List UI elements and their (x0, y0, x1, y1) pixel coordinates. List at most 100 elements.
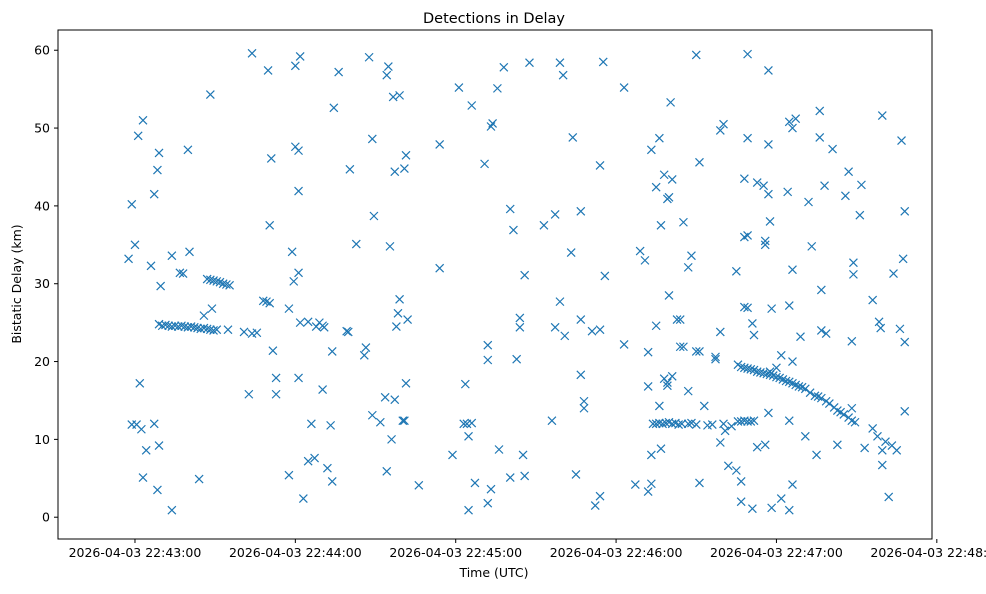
data-point (266, 153, 276, 163)
data-point (525, 58, 534, 68)
data-point (646, 145, 656, 155)
data-point (318, 385, 328, 394)
data-point (294, 268, 303, 278)
data-point (398, 416, 408, 426)
data-point (157, 321, 167, 331)
data-point (550, 322, 560, 332)
data-point (303, 456, 313, 466)
data-point (212, 276, 222, 286)
data-point (715, 327, 725, 337)
data-point (395, 90, 405, 100)
data-point (687, 418, 696, 428)
data-point (403, 315, 413, 324)
data-point (141, 445, 151, 455)
data-point (518, 450, 528, 460)
data-point (897, 136, 906, 145)
data-point (351, 239, 361, 249)
data-point (385, 241, 395, 251)
data-point (691, 50, 701, 60)
data-point (664, 290, 674, 300)
data-point (287, 247, 297, 257)
data-point (576, 370, 586, 380)
data-point (760, 236, 770, 246)
data-point (435, 263, 445, 273)
data-point (752, 442, 762, 452)
data-point (258, 296, 268, 306)
data-point (900, 337, 910, 347)
data-point (840, 191, 850, 201)
data-point (284, 304, 294, 314)
data-point (178, 269, 188, 279)
data-point (550, 210, 560, 219)
data-point (136, 424, 146, 434)
data-point (284, 470, 294, 480)
data-point (494, 445, 504, 454)
data-point (205, 90, 215, 100)
data-point (720, 426, 730, 436)
data-point (691, 347, 701, 356)
data-point (319, 322, 329, 332)
data-point (892, 445, 902, 455)
data-point (138, 473, 148, 482)
data-point (731, 466, 741, 475)
data-point (555, 58, 565, 68)
data-point (736, 497, 746, 507)
data-point (855, 210, 865, 220)
data-point (898, 254, 908, 264)
data-point (343, 327, 353, 337)
data-point (674, 420, 684, 430)
data-point (303, 317, 313, 327)
data-point (244, 389, 254, 399)
data-point (225, 280, 235, 290)
data-point (815, 106, 825, 116)
data-point (520, 270, 530, 280)
data-point (828, 144, 837, 154)
data-point (149, 189, 159, 199)
data-point (183, 145, 193, 155)
data-point (800, 431, 810, 441)
data-point (691, 420, 701, 430)
data-point (788, 265, 797, 275)
data-point (675, 315, 685, 324)
data-point (595, 325, 605, 335)
data-point (146, 261, 156, 271)
data-point (193, 323, 202, 333)
data-point (327, 347, 337, 356)
data-point (167, 505, 177, 515)
data-point (767, 503, 777, 513)
data-point (877, 111, 887, 121)
data-point (877, 460, 887, 470)
data-point (345, 164, 355, 174)
data-point (662, 381, 672, 391)
data-point (820, 181, 829, 191)
y-tick-label: 50 (34, 121, 50, 136)
x-tick-label: 2026-04-03 22:47:00 (710, 545, 843, 560)
data-point (263, 66, 273, 75)
data-point (399, 416, 409, 426)
data-point (547, 416, 557, 426)
data-point (749, 330, 759, 340)
data-point (127, 199, 137, 209)
data-point (764, 189, 773, 199)
data-point (765, 370, 775, 380)
data-point (656, 220, 666, 230)
data-point (643, 382, 653, 391)
data-point (816, 325, 826, 335)
x-tick-label: 2026-04-03 22:43:00 (69, 545, 202, 560)
data-point (643, 347, 653, 357)
data-point (448, 450, 457, 460)
data-point (857, 180, 866, 190)
data-point (153, 485, 162, 495)
data-point (268, 346, 278, 356)
data-point (464, 431, 473, 441)
data-point (848, 258, 858, 268)
data-point (205, 325, 215, 335)
data-point (679, 342, 688, 352)
plot-frame (57, 29, 933, 540)
data-point (679, 217, 688, 227)
data-point (743, 231, 753, 240)
data-point (815, 132, 825, 142)
data-point (539, 220, 549, 230)
data-point (382, 466, 392, 476)
data-point (759, 181, 769, 191)
